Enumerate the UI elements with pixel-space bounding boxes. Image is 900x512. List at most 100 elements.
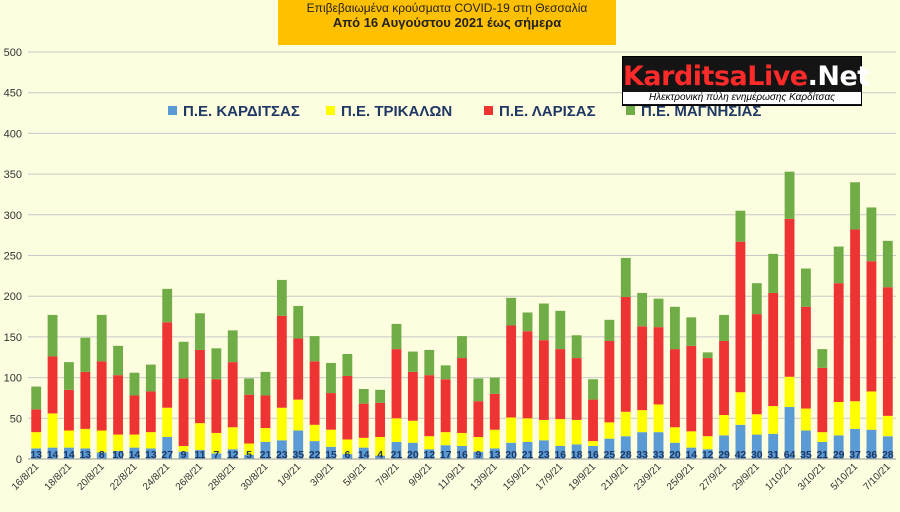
chart-subtitle: Από 16 Αυγούστου 2021 έως σήμερα <box>332 15 562 30</box>
bar-segment <box>80 428 91 449</box>
bar-segment <box>522 441 533 459</box>
bar-segment <box>80 371 91 429</box>
x-tick-label: 17/9/21 <box>534 461 566 493</box>
bar-segment <box>424 449 435 459</box>
data-label: 37 <box>849 449 861 461</box>
data-label: 29 <box>718 449 730 461</box>
bar-segment <box>473 401 484 438</box>
y-tick-label: 200 <box>4 291 22 303</box>
bar-segment <box>145 391 156 433</box>
bar-segment <box>555 445 566 459</box>
bar-segment <box>407 442 418 459</box>
x-tick-label: 5/9/21 <box>341 461 369 489</box>
bar-segment <box>702 352 713 359</box>
bar-segment <box>309 424 320 442</box>
bar-segment <box>538 303 549 341</box>
bar-segment <box>244 443 255 455</box>
y-tick-label: 150 <box>4 332 22 344</box>
bar-segment <box>817 349 828 368</box>
data-label: 42 <box>735 449 747 461</box>
bar-segment <box>653 298 664 328</box>
bar-segment <box>178 451 189 459</box>
bar-segment <box>735 241 746 393</box>
bar-segment <box>31 386 42 410</box>
bar-segment <box>162 322 173 408</box>
bar-segment <box>64 447 74 459</box>
bar-segment <box>375 389 386 403</box>
data-label: 18 <box>571 449 583 461</box>
bar-segment <box>293 338 304 400</box>
bar-segment <box>686 317 697 346</box>
bar-segment <box>850 428 860 459</box>
bar-segment <box>424 375 435 437</box>
legend-label: Π.Ε. ΜΑΓΝΗΣΙΑΣ <box>641 103 761 120</box>
bar-segment <box>522 418 533 442</box>
bar-segment <box>178 341 189 379</box>
bar-segment <box>440 365 451 380</box>
x-tick-label: 7/9/21 <box>374 461 402 489</box>
bar-segment <box>817 432 828 442</box>
bar-segment <box>784 171 795 219</box>
bar-segment <box>588 379 598 400</box>
bar-segment <box>162 437 173 459</box>
bar-segment <box>555 419 566 446</box>
bar-segment <box>293 430 304 459</box>
bar-segment <box>47 356 58 414</box>
bar-segment <box>113 375 123 435</box>
bar-segment <box>326 393 336 430</box>
data-label: 9 <box>181 449 187 461</box>
x-tick-label: 15/9/21 <box>501 461 533 493</box>
data-label: 21 <box>522 449 534 461</box>
bar-segment <box>195 349 205 424</box>
bar-segment <box>784 218 795 377</box>
bar-segment <box>358 389 369 404</box>
bar-segment <box>391 349 402 419</box>
x-tick-label: 3/10/21 <box>796 461 828 493</box>
bar-segment <box>719 314 729 341</box>
data-label: 14 <box>685 449 697 461</box>
bar-segment <box>620 411 631 437</box>
bar-segment <box>489 393 500 430</box>
bar-segment <box>784 376 795 407</box>
bar-segment <box>653 432 664 459</box>
bar-segment <box>571 358 582 420</box>
bar-segment <box>604 340 615 423</box>
data-label: 9 <box>475 449 481 461</box>
bar-segment <box>751 414 762 435</box>
y-tick-label: 500 <box>4 47 22 59</box>
y-tick-label: 50 <box>10 413 22 425</box>
x-tick-label: 3/9/21 <box>309 461 337 489</box>
x-tick-label: 13/9/21 <box>468 461 500 493</box>
legend-swatch <box>326 106 335 115</box>
legend: Π.Ε. ΚΑΡΔΙΤΣΑΣ Π.Ε. ΤΡΙΚΑΛΩΝ Π.Ε. ΛΑΡΙΣΑΣ Π… <box>168 103 761 120</box>
bar-segment <box>326 429 336 447</box>
bar-segment <box>96 314 107 362</box>
bar-segment <box>735 424 746 459</box>
bar-segment <box>850 229 860 402</box>
x-tick-label: 27/9/21 <box>698 461 730 493</box>
bar-segment <box>440 432 451 446</box>
bar-segment <box>244 378 255 395</box>
bar-segment <box>113 434 123 451</box>
data-label: 64 <box>784 449 796 461</box>
x-tick-label: 9/9/21 <box>407 461 435 489</box>
bar-segment <box>407 371 418 421</box>
x-tick-label: 11/9/21 <box>436 461 467 492</box>
legend-label: Π.Ε. ΚΑΡΔΙΤΣΑΣ <box>183 103 300 120</box>
bar-segment <box>195 313 205 350</box>
bar-segment <box>244 394 255 444</box>
bar-segment <box>342 454 353 459</box>
bar-segment <box>326 446 336 459</box>
bar-segment <box>522 331 533 419</box>
data-label: 16 <box>554 449 566 461</box>
bar-segment <box>571 444 582 459</box>
bar-segment <box>276 440 287 459</box>
y-tick-label: 250 <box>4 251 22 263</box>
chart-title: Επιβεβαιωμένα κρούσματα COVID-19 στη Θεσ… <box>306 1 588 15</box>
bar-segment <box>227 427 238 450</box>
bar-segment <box>538 340 549 420</box>
logo-tagline: Ηλεκτρονική πύλη ενημέρωσης Καρδίτσας <box>623 92 861 104</box>
bar-segment <box>866 261 877 392</box>
x-tick-label: 28/8/21 <box>206 461 238 493</box>
bar-segment <box>391 441 402 459</box>
